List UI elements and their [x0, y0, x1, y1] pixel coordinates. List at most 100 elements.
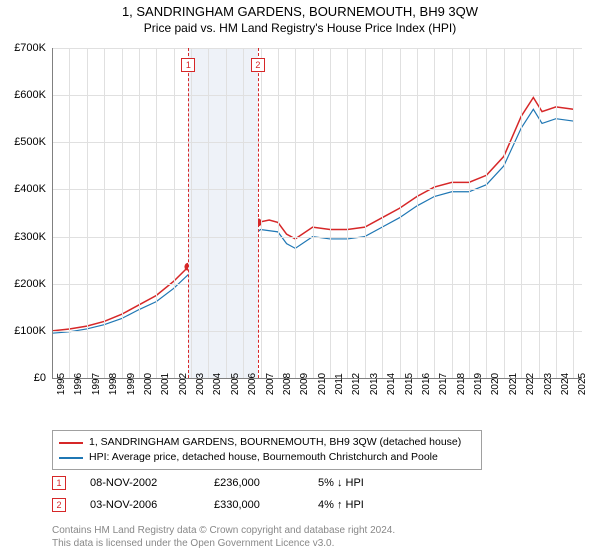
chart-svg: [52, 48, 582, 378]
footer-attribution: Contains HM Land Registry data © Crown c…: [52, 524, 395, 550]
gridline-h: [52, 142, 582, 143]
legend-item: HPI: Average price, detached house, Bour…: [59, 450, 475, 465]
gridline-v: [434, 48, 435, 378]
legend-box: 1, SANDRINGHAM GARDENS, BOURNEMOUTH, BH9…: [52, 430, 482, 470]
footer-line1: Contains HM Land Registry data © Crown c…: [52, 524, 395, 537]
sale-row-date: 08-NOV-2002: [90, 477, 190, 489]
sale-marker-dash: [188, 48, 189, 378]
gridline-v: [469, 48, 470, 378]
y-tick-label: £700K: [0, 42, 46, 54]
gridline-v: [122, 48, 123, 378]
gridline-h: [52, 237, 582, 238]
gridline-h: [52, 331, 582, 332]
gridline-h: [52, 284, 582, 285]
gridline-v: [208, 48, 209, 378]
gridline-v: [226, 48, 227, 378]
legend-swatch: [59, 457, 83, 459]
x-tick-label: 2009: [299, 373, 310, 395]
x-tick-label: 2021: [508, 373, 519, 395]
sale-marker-dash: [258, 48, 259, 378]
x-tick-label: 2018: [456, 373, 467, 395]
gridline-v: [347, 48, 348, 378]
x-tick-label: 2020: [490, 373, 501, 395]
x-tick-label: 2000: [143, 373, 154, 395]
y-tick-label: £200K: [0, 278, 46, 290]
sale-row: 1 08-NOV-2002 £236,000 5% ↓ HPI: [52, 476, 364, 490]
gridline-v: [313, 48, 314, 378]
recent-sale-shade: [188, 48, 258, 378]
sale-row-delta: 5% ↓ HPI: [318, 477, 364, 489]
sale-row-price: £236,000: [214, 477, 294, 489]
gridline-v: [69, 48, 70, 378]
x-tick-label: 2008: [282, 373, 293, 395]
x-tick-label: 1995: [56, 373, 67, 395]
x-tick-label: 2006: [247, 373, 258, 395]
gridline-v: [87, 48, 88, 378]
y-tick-label: £500K: [0, 136, 46, 148]
y-tick-label: £300K: [0, 231, 46, 243]
sale-row-delta: 4% ↑ HPI: [318, 499, 364, 511]
gridline-v: [330, 48, 331, 378]
x-tick-label: 2007: [265, 373, 276, 395]
x-tick-label: 2019: [473, 373, 484, 395]
footer-line2: This data is licensed under the Open Gov…: [52, 537, 395, 550]
gridline-v: [278, 48, 279, 378]
sale-row-marker: 1: [52, 476, 66, 490]
x-tick-label: 2005: [230, 373, 241, 395]
x-tick-label: 2022: [525, 373, 536, 395]
legend-swatch: [59, 442, 83, 444]
gridline-v: [295, 48, 296, 378]
gridline-v: [504, 48, 505, 378]
x-tick-label: 1996: [73, 373, 84, 395]
gridline-v: [417, 48, 418, 378]
x-tick-label: 2010: [317, 373, 328, 395]
sale-row: 2 03-NOV-2006 £330,000 4% ↑ HPI: [52, 498, 364, 512]
legend-item: 1, SANDRINGHAM GARDENS, BOURNEMOUTH, BH9…: [59, 435, 475, 450]
chart-subtitle: Price paid vs. HM Land Registry's House …: [0, 19, 600, 41]
gridline-v: [452, 48, 453, 378]
legend-label: HPI: Average price, detached house, Bour…: [89, 450, 438, 465]
gridline-h: [52, 95, 582, 96]
gridline-h: [52, 48, 582, 49]
x-tick-label: 2017: [438, 373, 449, 395]
legend-label: 1, SANDRINGHAM GARDENS, BOURNEMOUTH, BH9…: [89, 435, 461, 450]
x-tick-label: 2025: [577, 373, 588, 395]
x-tick-label: 2015: [404, 373, 415, 395]
sale-marker-box: 1: [181, 58, 195, 72]
chart-plot-area: 12: [52, 48, 582, 378]
x-tick-label: 1999: [126, 373, 137, 395]
sale-marker-box: 2: [251, 58, 265, 72]
sale-row-date: 03-NOV-2006: [90, 499, 190, 511]
gridline-v: [486, 48, 487, 378]
x-tick-label: 2013: [369, 373, 380, 395]
x-tick-label: 2001: [160, 373, 171, 395]
gridline-v: [521, 48, 522, 378]
x-tick-label: 2004: [212, 373, 223, 395]
gridline-v: [382, 48, 383, 378]
gridline-v: [104, 48, 105, 378]
sale-row-marker: 2: [52, 498, 66, 512]
gridline-v: [365, 48, 366, 378]
y-tick-label: £0: [0, 372, 46, 384]
y-tick-label: £400K: [0, 183, 46, 195]
x-tick-label: 2023: [543, 373, 554, 395]
gridline-v: [556, 48, 557, 378]
y-tick-label: £600K: [0, 89, 46, 101]
gridline-v: [573, 48, 574, 378]
gridline-v: [400, 48, 401, 378]
x-tick-label: 1997: [91, 373, 102, 395]
sale-row-price: £330,000: [214, 499, 294, 511]
x-tick-label: 2014: [386, 373, 397, 395]
gridline-v: [174, 48, 175, 378]
x-tick-label: 2016: [421, 373, 432, 395]
x-tick-label: 2003: [195, 373, 206, 395]
gridline-v: [243, 48, 244, 378]
gridline-v: [156, 48, 157, 378]
gridline-v: [139, 48, 140, 378]
y-axis-line: [52, 48, 53, 378]
x-tick-label: 2002: [178, 373, 189, 395]
chart-title-address: 1, SANDRINGHAM GARDENS, BOURNEMOUTH, BH9…: [0, 0, 600, 19]
y-tick-label: £100K: [0, 325, 46, 337]
x-tick-label: 2012: [351, 373, 362, 395]
x-tick-label: 1998: [108, 373, 119, 395]
